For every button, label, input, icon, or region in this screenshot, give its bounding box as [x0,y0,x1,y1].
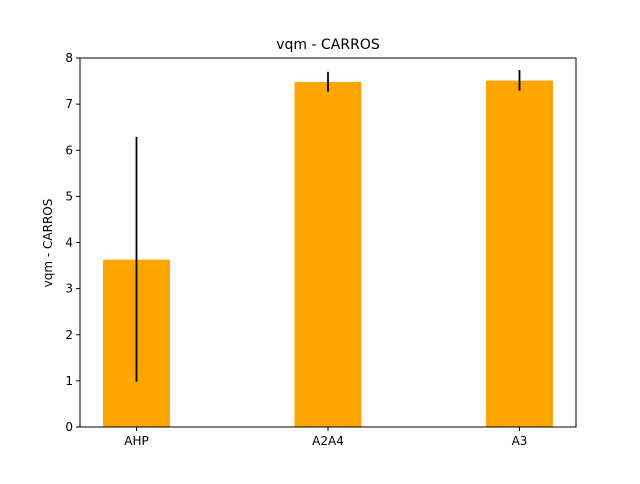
y-tick-label: 3 [65,282,73,296]
x-tick-label: AHP [124,434,148,448]
bar-a2a4 [294,81,362,428]
y-tick-label: 5 [65,189,73,203]
x-tick-label: A2A4 [312,434,344,448]
y-tick-label: 7 [65,97,73,111]
y-tick-label: 8 [65,51,73,65]
y-tick-label: 2 [65,328,73,342]
chart-title: vqm - CARROS [276,37,380,53]
y-tick-label: 0 [65,420,73,434]
x-tick-label: A3 [512,434,528,448]
y-tick-label: 1 [65,374,73,388]
y-axis-label: vqm - CARROS [41,199,55,288]
y-tick-label: 6 [65,143,73,157]
y-tick-label: 4 [65,236,73,250]
bar-a3 [486,80,553,427]
plot-area: 0 1 2 3 4 5 6 7 8 AHP A2A4 A3 [65,51,577,448]
